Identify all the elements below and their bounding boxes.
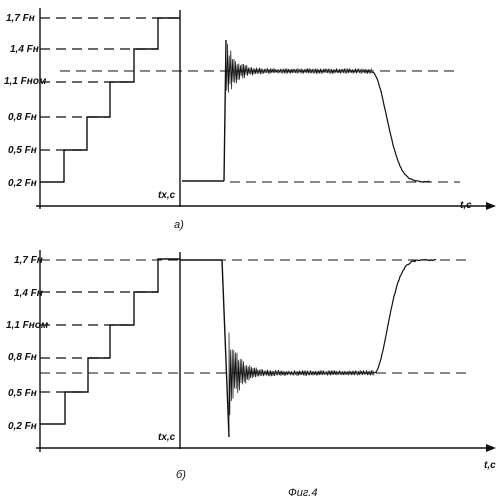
level-label-1-4: 1,4 Fн [14,288,43,299]
level-label-1-7: 1,7 Fн [6,13,35,24]
panel-a: 1,7 Fн 1,4 Fн 1,1 Fном 0,8 Fн 0,5 Fн 0,2… [4,8,496,231]
level-label-0-5: 0,5 Fн [8,388,37,399]
response-noise-a [226,40,372,93]
response-rise-b [374,259,436,373]
load-staircase [40,259,180,424]
time-axis-label: t,c [460,200,472,211]
figure-caption: Фиг.4 [288,487,317,499]
time-axis-arrow [486,444,496,452]
time-axis-arrow [486,202,496,210]
response-fall-a [372,72,430,182]
time-axis-label: t,c [484,460,496,471]
level-label-1-4: 1,4 Fн [10,44,39,55]
panel-label-b: б) [176,469,186,481]
step-rise [224,40,226,181]
left-axis-label: tх,c [158,432,176,443]
level-label-0-2: 0,2 Fн [8,178,37,189]
panel-b: 1,7 Fн 1,4 Fн 1,1 Fном 0,8 Fн 0,5 Fн 0,2… [6,250,496,481]
level-label-0-2: 0,2 Fн [8,421,37,432]
level-label-0-8: 0,8 Fн [8,112,37,123]
left-axis-label: tх,c [158,190,176,201]
panel-label-a: а) [174,219,184,231]
level-guides-left [40,292,158,392]
level-label-0-8: 0,8 Fн [8,352,37,363]
response-noise-b [229,333,374,437]
step-drop [222,260,229,437]
level-label-1-7: 1,7 Fн [14,255,43,266]
load-staircase [40,18,180,182]
level-label-0-5: 0,5 Fн [8,145,37,156]
